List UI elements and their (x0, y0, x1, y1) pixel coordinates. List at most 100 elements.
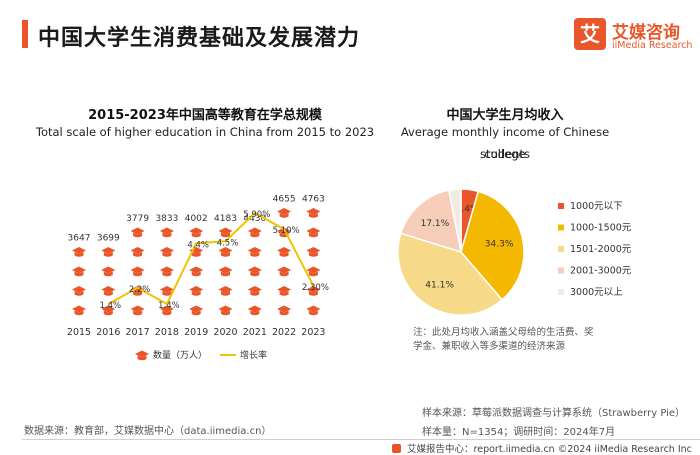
footer[interactable]: 艾媒报告中心：report.iimedia.cn ©2024 iiMedia R… (392, 441, 692, 455)
graduation-cap-icon (72, 286, 86, 296)
legend-rate-label: 增长率 (240, 349, 267, 361)
graduation-cap-icon (189, 227, 204, 238)
graduation-cap-icon (306, 266, 321, 277)
logo-text-cn: 艾媒咨询 (612, 23, 680, 43)
graduation-cap-icon (130, 305, 145, 316)
graduation-cap-icon (72, 305, 86, 316)
count-label-2021: 4430 (243, 214, 266, 224)
graduation-cap-icon (218, 266, 233, 277)
bar-chart-title: 2015-2023年中国高等教育在学总规模 (88, 108, 322, 123)
x-tick-label-2015: 2015 (67, 327, 91, 338)
graduation-cap-icon (277, 247, 292, 257)
report-center-icon (392, 444, 401, 453)
pie-legend-swatch-3000元以上 (558, 289, 564, 295)
count-label-2020: 4183 (214, 214, 237, 224)
pie-legend-label-2001-3000元: 2001-3000元 (570, 266, 632, 277)
graduation-cap-icon (218, 305, 233, 316)
count-bar-2020 (218, 227, 233, 316)
x-tick-label-2023: 2023 (301, 327, 325, 338)
graduation-cap-icon (159, 305, 174, 316)
logo-text-en: iiMedia Research (612, 40, 693, 51)
graduation-cap-icon (247, 227, 262, 238)
graduation-cap-icon (189, 305, 204, 316)
logo-mark-icon: 艾 (574, 18, 606, 50)
pie-legend-label-3000元以上: 3000元以上 (570, 287, 623, 298)
x-tick-label-2016: 2016 (96, 327, 120, 338)
graduation-cap-icon (130, 266, 145, 277)
count-label-2015: 3647 (68, 234, 91, 244)
count-bar-2015 (72, 247, 86, 316)
growth-rate-label-2021: 5.90% (243, 210, 270, 220)
graduation-cap-icon (306, 286, 321, 296)
x-tick-label-2021: 2021 (243, 327, 267, 338)
growth-rate-label-2022: 5.10% (273, 226, 300, 236)
bar-line-chart: 3647 2015 3699 2016 3779 2017 3833 2018 4002 2019… (67, 195, 329, 362)
pie-chart: 4.4% 34.3% 41.1% 17.1% 1000元以下 1000-1500元 1501… (397, 188, 632, 316)
graduation-cap-icon (218, 247, 233, 257)
graduation-cap-icon (306, 305, 321, 316)
pie-legend-label-1000-1500元: 1000-1500元 (570, 223, 632, 234)
legend-cap-icon (135, 350, 149, 361)
iimedia-logo[interactable]: 艾 艾媒咨询 iiMedia Research (574, 18, 694, 58)
graduation-cap-icon (72, 247, 86, 257)
x-tick-label-2020: 2020 (213, 327, 237, 338)
footer-text: 艾媒报告中心：report.iimedia.cn ©2024 iiMedia R… (407, 444, 692, 455)
pie-label-1000元以下: 4.4% (456, 204, 479, 214)
pie-chart-subtitle-2: students (480, 147, 530, 161)
pie-slice-2001-3000元 (399, 189, 462, 254)
pie-legend-swatch-1501-2000元 (558, 246, 564, 252)
count-label-2023: 4763 (302, 195, 325, 205)
count-bar-2023 (306, 208, 321, 316)
sample-size: 样本量：N=1354；调研时间：2024年7月 (422, 427, 616, 438)
growth-rate-label-2017: 2.2% (129, 285, 151, 295)
graduation-cap-icon (277, 208, 292, 218)
growth-rate-line (107, 211, 315, 306)
graduation-cap-icon (130, 247, 145, 257)
graduation-cap-icon (247, 305, 262, 316)
graduation-cap-icon (247, 286, 262, 296)
count-bar-2022 (277, 208, 292, 316)
count-bar-2017 (130, 227, 145, 316)
sample-info: 样本来源：草莓派数据调查与计算系统（Strawberry Pie） 样本量：N=… (422, 404, 685, 442)
graduation-cap-icon (159, 227, 174, 238)
graduation-cap-icon (306, 208, 321, 218)
count-label-2017: 3779 (126, 214, 149, 224)
graduation-cap-icon (189, 266, 204, 277)
growth-rate-label-2016: 1.4% (99, 301, 121, 311)
note-line-1: 注：此处月均收入涵盖父母给的生活费、奖 (413, 327, 594, 338)
data-source: 数据来源：教育部，艾媒数据中心（data.iimedia.cn） (24, 426, 272, 437)
pie-label-1501-2000元: 41.1% (425, 281, 454, 291)
pie-label-1000-1500元: 34.3% (485, 240, 514, 250)
pie-slice-1000-1500元 (460, 190, 525, 301)
bar-chart-subtitle: Total scale of higher education in China… (35, 125, 375, 139)
graduation-cap-icon (159, 286, 174, 296)
graduation-cap-icon (306, 247, 321, 257)
graduation-cap-icon (277, 286, 292, 296)
count-label-2019: 4002 (185, 214, 208, 224)
growth-rate-label-2018: 1.4% (158, 301, 180, 311)
pie-legend-label-1000元以下: 1000元以下 (570, 201, 623, 212)
graduation-cap-icon (101, 305, 116, 316)
graduation-cap-icon (247, 247, 262, 257)
x-tick-label-2018: 2018 (155, 327, 179, 338)
x-tick-label-2017: 2017 (126, 327, 150, 338)
pie-legend: 1000元以下 1000-1500元 1501-2000元 2001-3000元 300… (558, 201, 632, 298)
pie-chart-title: 中国大学生月均收入 (446, 108, 564, 123)
count-bar-2021 (247, 227, 262, 316)
graduation-cap-icon (306, 227, 321, 238)
count-label-2018: 3833 (155, 214, 178, 224)
pie-chart-subtitle-1: Average monthly income of Chinese colleg… (400, 125, 610, 161)
graduation-cap-icon (159, 266, 174, 277)
graduation-cap-icon (247, 266, 262, 277)
graduation-cap-icon (130, 286, 145, 296)
pie-legend-swatch-2001-3000元 (558, 267, 564, 274)
pie-slice-1501-2000元 (397, 232, 504, 316)
growth-rate-label-2019: 4.4% (187, 240, 209, 250)
pie-note: 注：此处月均收入涵盖父母给的生活费、奖 学金、兼职收入等多渠道的经济来源 (413, 326, 613, 354)
bar-chart-legend: 数量（万人） 增长率 (135, 349, 267, 361)
graduation-cap-icon (101, 286, 116, 296)
title-accent-bar (22, 20, 28, 48)
footer-divider (22, 439, 700, 440)
graduation-cap-icon (218, 286, 233, 296)
page-title: 中国大学生消费基础及发展潜力 (38, 26, 361, 51)
